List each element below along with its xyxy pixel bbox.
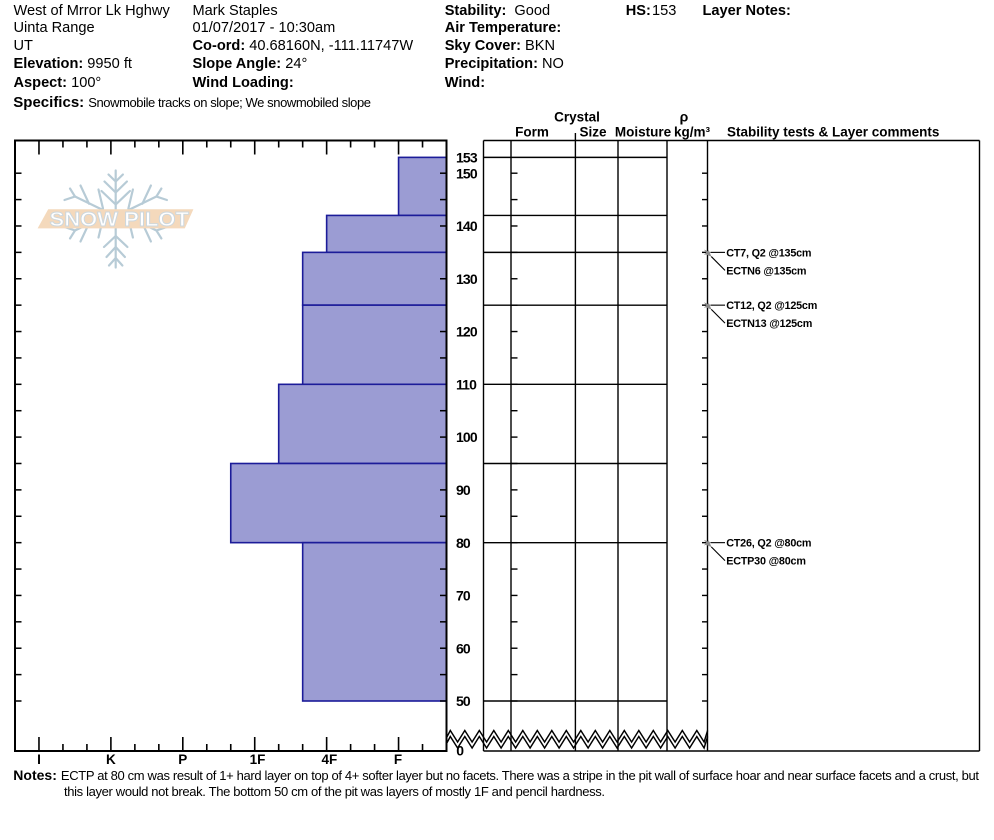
svg-text:120: 120 (456, 324, 478, 340)
svg-text:60: 60 (456, 640, 471, 656)
svg-text:4F: 4F (322, 752, 338, 767)
svg-text:kg/m³: kg/m³ (674, 125, 711, 140)
svg-text:1F: 1F (250, 752, 266, 767)
svg-text:ECTP30 @80cm: ECTP30 @80cm (726, 556, 806, 568)
svg-text:SNOW PILOT: SNOW PILOT (50, 209, 190, 231)
svg-text:ρ: ρ (680, 109, 689, 125)
svg-text:150: 150 (456, 165, 478, 181)
svg-text:Crystal: Crystal (554, 110, 600, 125)
svg-text:110: 110 (456, 376, 477, 392)
svg-text:0: 0 (456, 742, 464, 758)
svg-text:ECTN6 @135cm: ECTN6 @135cm (726, 265, 806, 277)
svg-text:P: P (178, 752, 187, 767)
svg-text:Moisture: Moisture (615, 125, 672, 140)
svg-text:CT26, Q2 @80cm: CT26, Q2 @80cm (726, 538, 811, 550)
svg-text:140: 140 (456, 218, 478, 234)
svg-text:K: K (106, 752, 116, 767)
svg-text:90: 90 (456, 482, 471, 498)
svg-text:Size: Size (579, 125, 607, 140)
svg-text:50: 50 (456, 693, 471, 709)
svg-text:Stability tests & Layer commen: Stability tests & Layer comments (727, 125, 939, 140)
svg-text:70: 70 (456, 588, 471, 604)
svg-text:100: 100 (456, 429, 478, 445)
svg-text:Form: Form (515, 125, 549, 140)
svg-text:80: 80 (456, 535, 471, 551)
svg-text:CT12, Q2 @125cm: CT12, Q2 @125cm (726, 300, 817, 312)
svg-text:ECTN13 @125cm: ECTN13 @125cm (726, 318, 812, 330)
svg-text:F: F (394, 752, 402, 767)
svg-text:130: 130 (456, 271, 478, 287)
svg-text:I: I (37, 752, 41, 767)
svg-text:CT7, Q2 @135cm: CT7, Q2 @135cm (726, 247, 811, 259)
svg-text:153: 153 (456, 149, 478, 165)
